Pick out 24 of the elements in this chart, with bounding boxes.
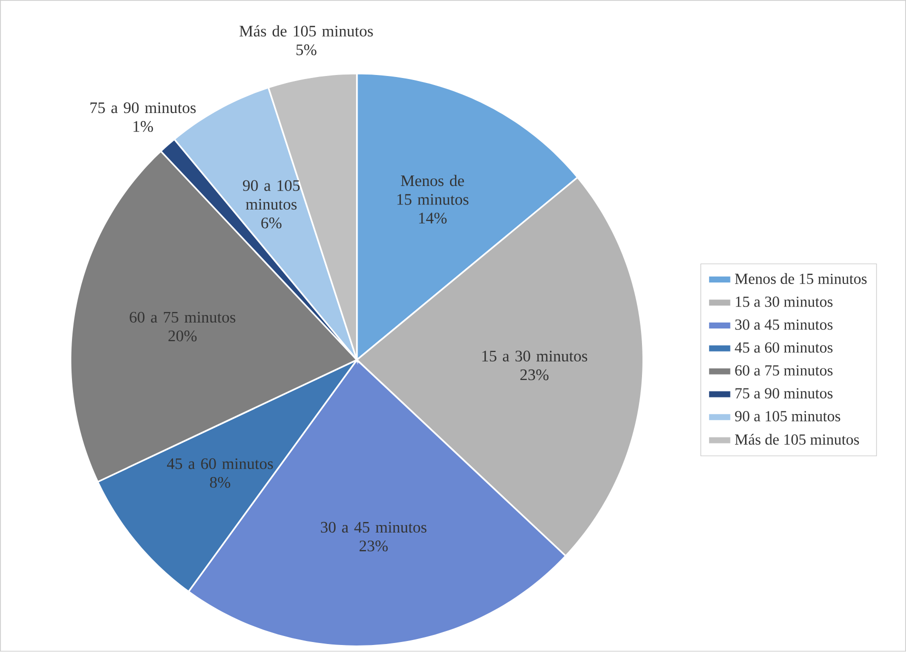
slice-label: Menos de 15 minutos: [397, 175, 468, 205]
slice-label: 90 a 105 minutos: [242, 180, 300, 210]
legend-label: Más de 105 minutos: [734, 434, 859, 445]
legend-label: 75 a 90 minutos: [736, 388, 833, 399]
data-label: 8%: [210, 477, 230, 488]
slice-label: Más de 105 minutos: [240, 25, 373, 37]
slice-label: 60 a 75 minutos: [130, 312, 236, 323]
data-label: 23%: [360, 540, 388, 552]
legend-label: Menos de 15 minutos: [734, 273, 867, 284]
legend-label: 45 a 60 minutos: [734, 342, 833, 353]
data-label: 20%: [168, 330, 197, 342]
slice-label: 45 a 60 minutos: [166, 458, 273, 470]
data-label: 5%: [296, 44, 316, 56]
data-label: 23%: [520, 370, 548, 380]
slice-label: 75 a 90 minutos: [90, 102, 196, 114]
legend-label: 15 a 30 minutos: [736, 296, 833, 308]
slice-label: 30 a 45 minutos: [320, 522, 426, 533]
legend-label: 60 a 75 minutos: [735, 365, 833, 376]
data-label: 6%: [261, 218, 282, 229]
data-label: 14%: [419, 212, 447, 224]
data-label: 1%: [134, 121, 153, 132]
slice-label: 15 a 30 minutos: [482, 350, 588, 362]
legend-label: 30 a 45 minutos: [735, 320, 833, 330]
legend-label: 90 a 105 minutos: [735, 411, 840, 422]
